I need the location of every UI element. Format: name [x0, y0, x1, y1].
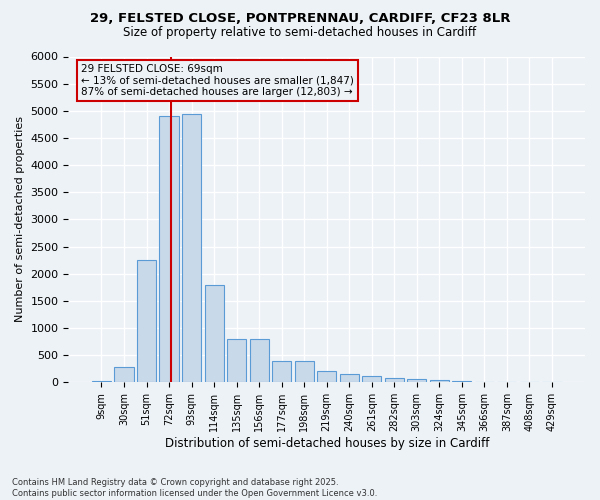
Bar	[340, 374, 359, 382]
Bar	[385, 378, 404, 382]
Bar	[137, 260, 156, 382]
Bar	[250, 339, 269, 382]
Bar	[407, 380, 427, 382]
Text: 29, FELSTED CLOSE, PONTPRENNAU, CARDIFF, CF23 8LR: 29, FELSTED CLOSE, PONTPRENNAU, CARDIFF,…	[90, 12, 510, 26]
Bar	[272, 361, 291, 382]
Text: Contains HM Land Registry data © Crown copyright and database right 2025.
Contai: Contains HM Land Registry data © Crown c…	[12, 478, 377, 498]
Bar	[92, 381, 111, 382]
Text: Size of property relative to semi-detached houses in Cardiff: Size of property relative to semi-detach…	[124, 26, 476, 39]
Bar	[362, 376, 382, 382]
Bar	[227, 339, 246, 382]
Bar	[182, 114, 201, 382]
Bar	[160, 116, 179, 382]
Bar	[430, 380, 449, 382]
Y-axis label: Number of semi-detached properties: Number of semi-detached properties	[15, 116, 25, 322]
Bar	[205, 284, 224, 382]
Bar	[317, 372, 336, 382]
Bar	[295, 361, 314, 382]
X-axis label: Distribution of semi-detached houses by size in Cardiff: Distribution of semi-detached houses by …	[164, 437, 489, 450]
Bar	[115, 367, 134, 382]
Text: 29 FELSTED CLOSE: 69sqm
← 13% of semi-detached houses are smaller (1,847)
87% of: 29 FELSTED CLOSE: 69sqm ← 13% of semi-de…	[82, 64, 354, 97]
